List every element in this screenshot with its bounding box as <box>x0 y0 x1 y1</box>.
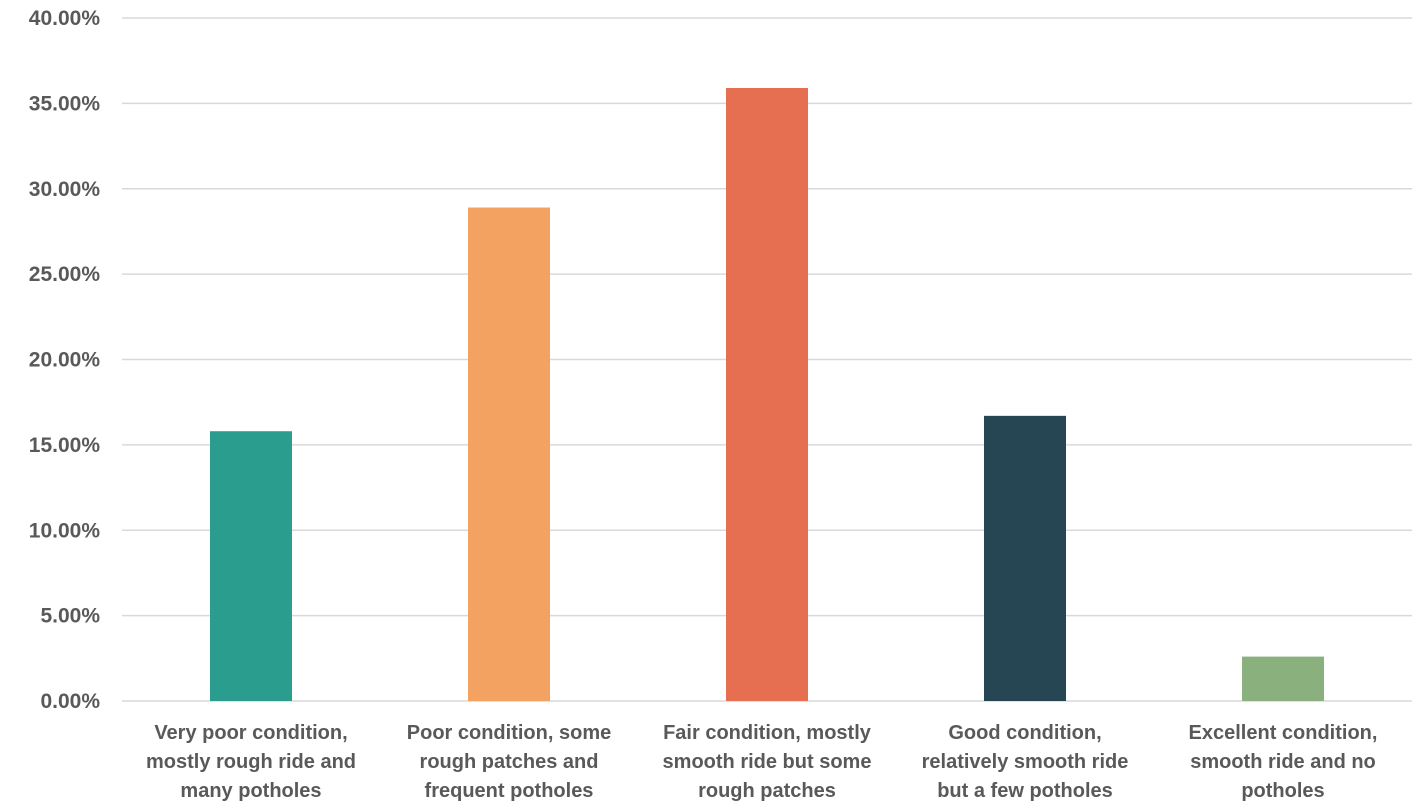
y-tick-label: 30.00% <box>29 178 101 201</box>
bar <box>210 431 292 701</box>
x-category-label: Excellent condition, smooth ride and no po… <box>1189 722 1378 802</box>
y-tick-label: 10.00% <box>29 519 101 542</box>
x-category-label-line: Very poor condition, <box>154 722 347 744</box>
x-category-label: Very poor condition, mostly rough ride an… <box>146 722 356 802</box>
y-tick-label: 35.00% <box>29 92 101 115</box>
bars <box>210 88 1324 701</box>
x-category-label-line: smooth ride and no <box>1190 751 1376 773</box>
x-category-label: Poor condition, some rough patches and fre… <box>407 722 611 802</box>
x-category-label-line: mostly rough ride and <box>146 751 356 773</box>
bar <box>1242 656 1324 701</box>
bar <box>984 415 1066 701</box>
x-category-label-line: frequent potholes <box>425 780 594 802</box>
bar <box>726 88 808 701</box>
y-tick-label: 20.00% <box>29 349 101 372</box>
x-category-label-line: relatively smooth ride <box>922 751 1129 773</box>
x-category-label-line: Good condition, <box>948 722 1101 744</box>
y-tick-label: 25.00% <box>29 263 101 286</box>
x-category-label-line: Poor condition, some <box>407 722 611 744</box>
x-category-label-line: smooth ride but some <box>663 751 872 773</box>
y-tick-label: 15.00% <box>29 434 101 457</box>
x-category-label-line: Fair condition, mostly <box>663 722 872 744</box>
y-axis-tick-labels: 0.00% 5.00% 10.00% 15.00% 20.00% 25.00% 30.00%… <box>29 7 101 713</box>
x-axis-category-labels: Very poor condition, mostly rough ride an… <box>146 722 1377 802</box>
x-category-label: Good condition, relatively smooth ride but… <box>922 722 1129 802</box>
x-category-label-line: potholes <box>1241 780 1324 802</box>
bar <box>468 207 550 701</box>
x-category-label-line: Excellent condition, <box>1189 722 1378 744</box>
x-category-label-line: rough patches and <box>420 751 599 773</box>
y-tick-label: 40.00% <box>29 7 101 30</box>
x-category-label-line: many potholes <box>180 780 321 802</box>
x-category-label-line: rough patches <box>698 780 836 802</box>
y-tick-label: 5.00% <box>40 605 100 628</box>
y-tick-label: 0.00% <box>40 690 100 713</box>
x-category-label-line: but a few potholes <box>937 780 1113 802</box>
x-category-label: Fair condition, mostly smooth ride but so… <box>663 722 872 802</box>
